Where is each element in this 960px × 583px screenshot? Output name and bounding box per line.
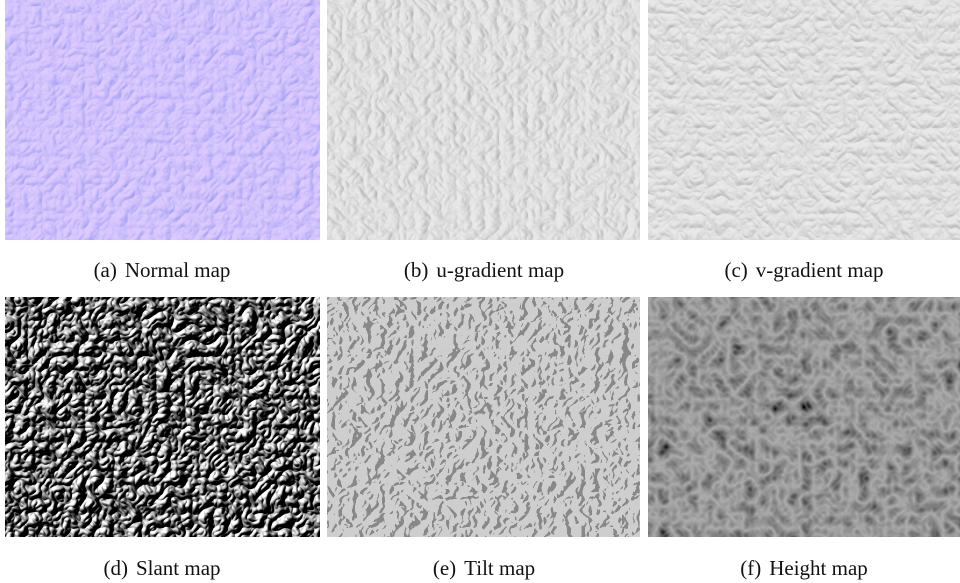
caption-text: v-gradient map	[756, 258, 884, 282]
caption-label: (c)	[724, 258, 747, 282]
tilt-map-image	[327, 297, 640, 537]
caption-label: (d)	[103, 556, 128, 580]
caption: (d) Slant map	[103, 556, 220, 580]
caption-text: Height map	[769, 556, 868, 580]
v-gradient-map-image	[648, 0, 960, 240]
caption-text: u-gradient map	[436, 258, 564, 282]
caption: (c) v-gradient map	[724, 258, 883, 282]
caption-label: (b)	[404, 258, 429, 282]
caption-text: Slant map	[136, 556, 221, 580]
caption: (a) Normal map	[94, 258, 231, 282]
u-gradient-map-image	[327, 0, 640, 240]
caption: (f) Height map	[740, 556, 868, 580]
height-map-image	[648, 297, 960, 537]
caption: (e) Tilt map	[433, 556, 535, 580]
figure: (a) Normal map (b) u-gradient map (c) v-gra…	[0, 0, 960, 583]
caption-label: (e)	[433, 556, 456, 580]
caption-label: (f)	[740, 556, 761, 580]
slant-map-image	[5, 297, 320, 537]
caption-label: (a)	[94, 258, 117, 282]
caption: (b) u-gradient map	[404, 258, 564, 282]
caption-text: Tilt map	[464, 556, 535, 580]
normal-map-image	[5, 0, 320, 240]
caption-text: Normal map	[125, 258, 231, 282]
